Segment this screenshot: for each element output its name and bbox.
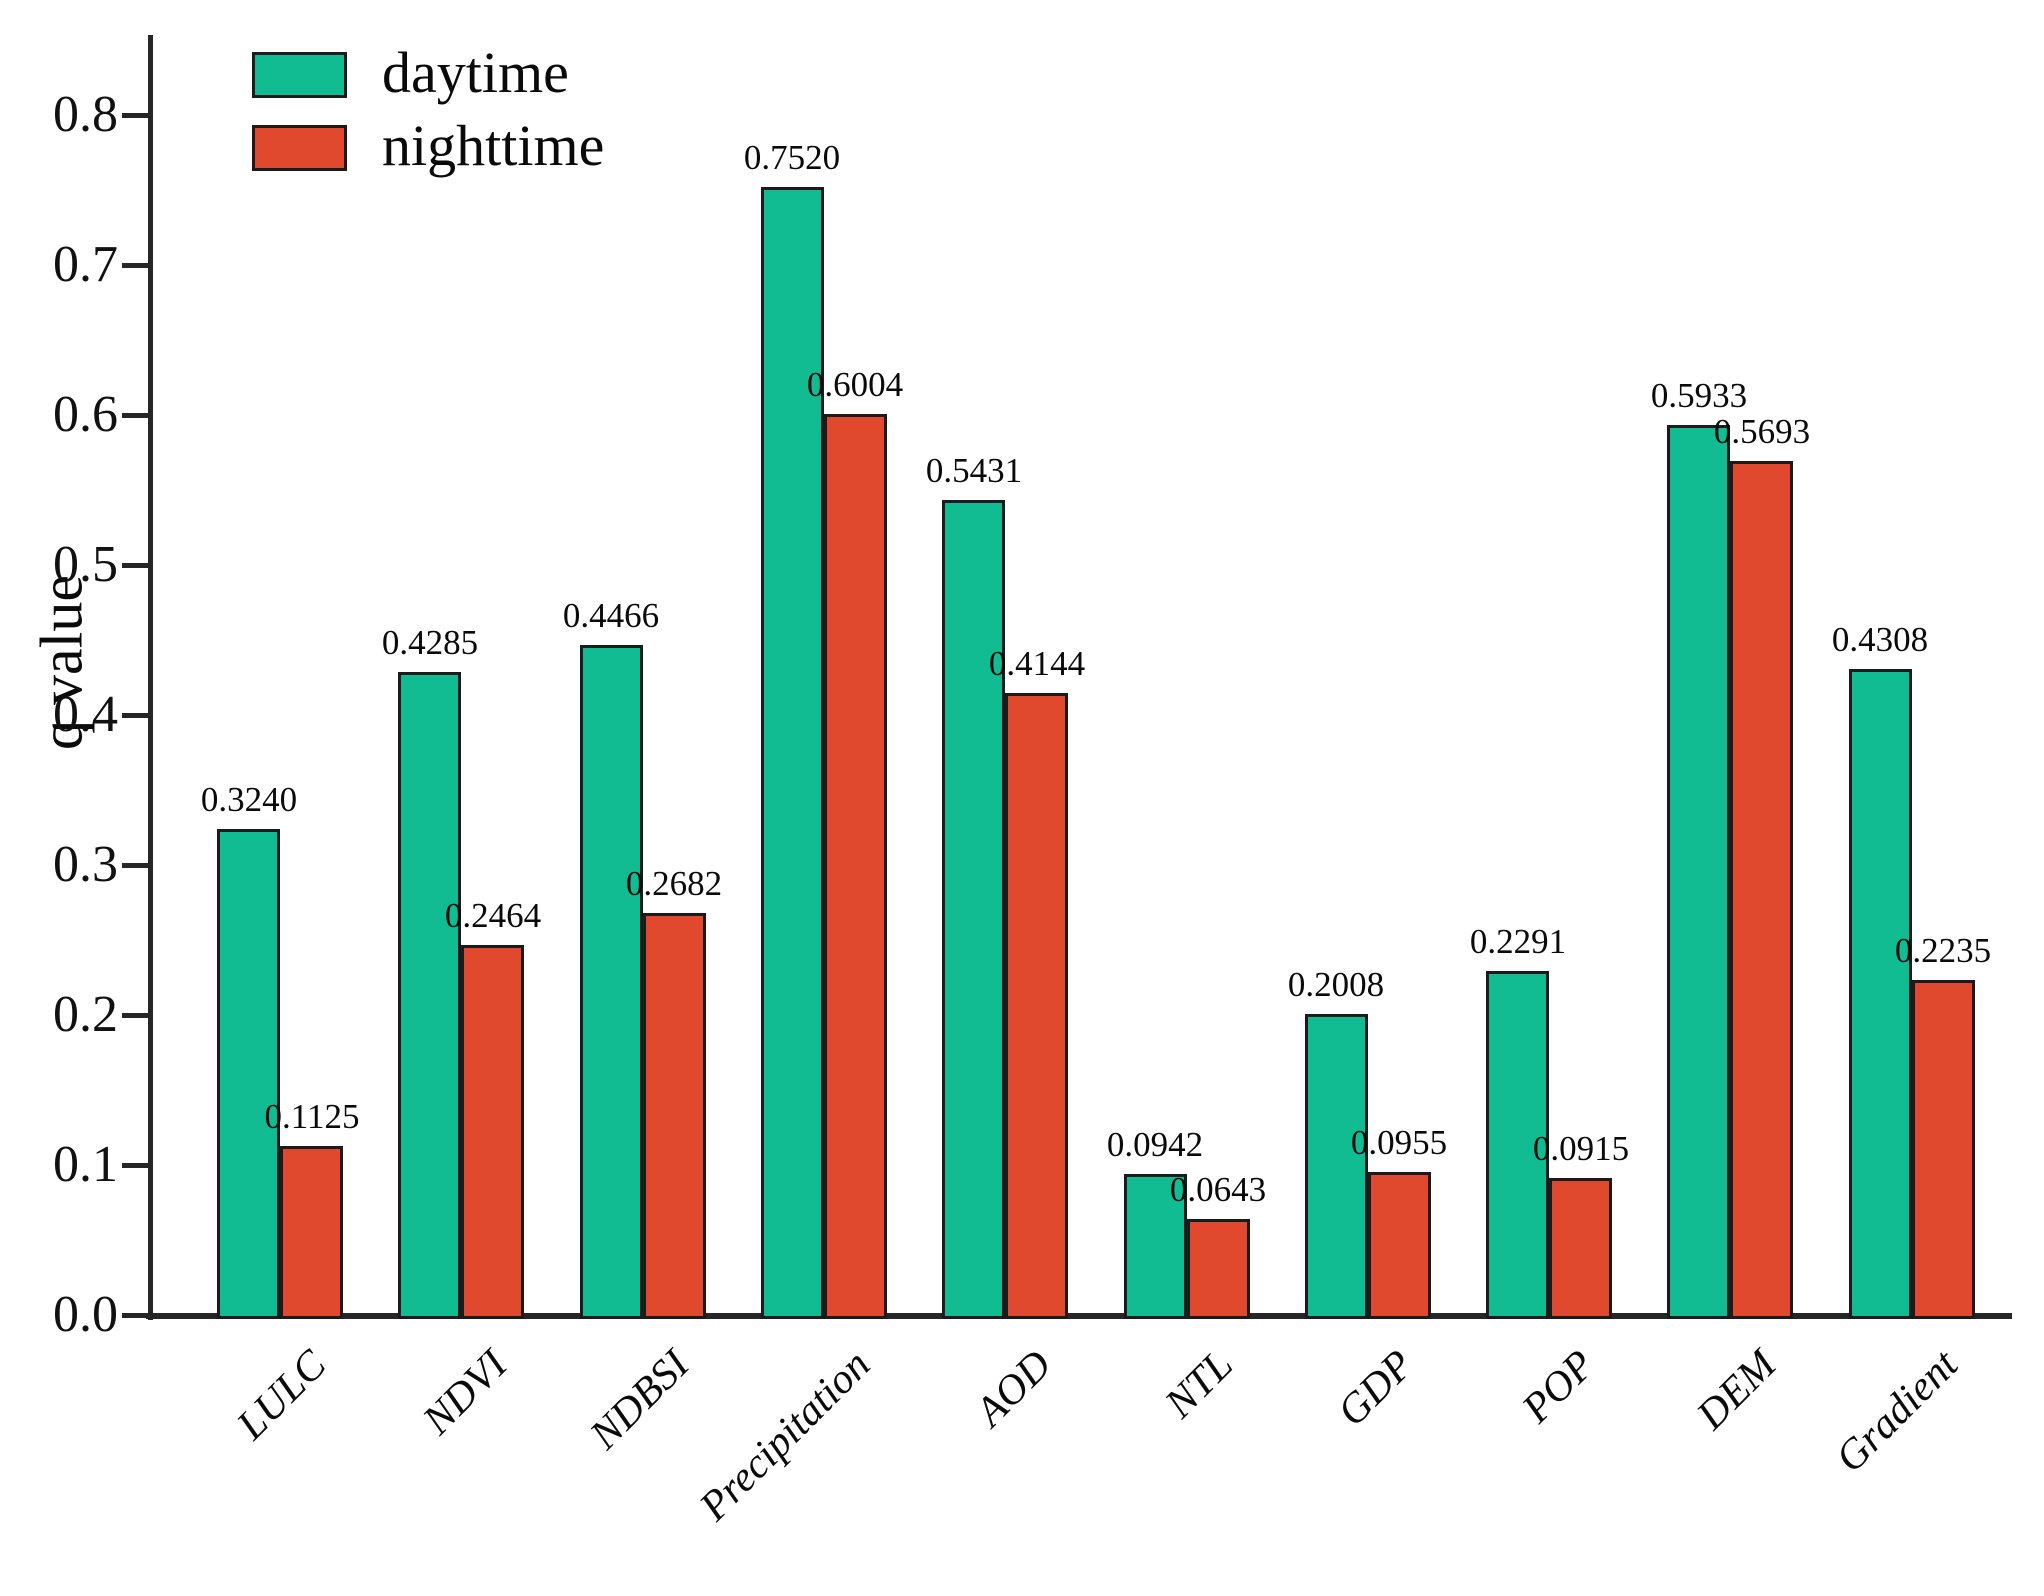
bar-value-label-nighttime-ntl: 0.0643 — [1169, 1170, 1267, 1209]
bar-daytime-ndvi — [398, 672, 461, 1319]
y-axis-tick — [122, 1313, 148, 1318]
x-axis-label-gdp: GDP — [1329, 1341, 1424, 1436]
bar-value-label-daytime-ndbsi: 0.4466 — [562, 596, 660, 635]
bar-value-label-daytime-precipitation: 0.7520 — [743, 138, 841, 177]
bar-nighttime-ndbsi — [643, 913, 706, 1319]
bar-value-label-daytime-dem: 0.5933 — [1650, 376, 1748, 415]
bar-nighttime-gradient — [1912, 980, 1975, 1319]
legend-label-nighttime: nighttime — [382, 113, 605, 178]
bar-value-label-nighttime-gradient: 0.2235 — [1894, 931, 1992, 970]
y-axis-tick — [122, 1163, 148, 1168]
y-axis-tick — [122, 713, 148, 718]
y-axis-tick — [122, 263, 148, 268]
legend-label-daytime: daytime — [382, 40, 569, 105]
x-axis-label-gradient: Gradient — [1827, 1341, 1967, 1482]
x-axis-label-ndbsi: NDBSI — [581, 1341, 698, 1459]
y-axis-tick-label: 0.3 — [53, 836, 118, 893]
bar-value-label-daytime-pop: 0.2291 — [1469, 922, 1567, 961]
legend-swatch-daytime — [252, 52, 347, 98]
bar-nighttime-lulc — [280, 1146, 343, 1319]
bar-value-label-nighttime-dem: 0.5693 — [1713, 412, 1811, 451]
bar-nighttime-ntl — [1187, 1219, 1250, 1319]
x-axis-label-lulc: LULC — [228, 1341, 336, 1449]
bar-value-label-nighttime-precipitation: 0.6004 — [806, 365, 904, 404]
bar-value-label-daytime-gradient: 0.4308 — [1831, 620, 1929, 659]
y-axis-tick — [122, 113, 148, 118]
bar-daytime-ndbsi — [580, 645, 643, 1319]
x-axis-line — [146, 1313, 2012, 1319]
bar-nighttime-precipitation — [824, 414, 887, 1319]
bar-value-label-nighttime-gdp: 0.0955 — [1350, 1123, 1448, 1162]
bar-nighttime-pop — [1549, 1178, 1612, 1319]
bar-daytime-aod — [942, 500, 1005, 1319]
bar-nighttime-dem — [1730, 461, 1793, 1319]
y-axis-line — [148, 35, 153, 1320]
bar-daytime-precipitation — [761, 187, 824, 1319]
y-axis-tick-label: 0.6 — [53, 386, 118, 443]
x-axis-label-dem: DEM — [1688, 1341, 1786, 1439]
bar-value-label-daytime-ndvi: 0.4285 — [381, 623, 479, 662]
y-axis-tick — [122, 563, 148, 568]
x-axis-label-aod: AOD — [966, 1341, 1061, 1436]
bar-value-label-nighttime-ndvi: 0.2464 — [444, 896, 542, 935]
y-axis-tick-label: 0.2 — [53, 986, 118, 1043]
bar-daytime-gdp — [1305, 1014, 1368, 1319]
bar-nighttime-ndvi — [461, 945, 524, 1319]
x-axis-label-pop: POP — [1514, 1341, 1605, 1432]
bar-value-label-nighttime-pop: 0.0915 — [1532, 1129, 1630, 1168]
bar-daytime-gradient — [1849, 669, 1912, 1319]
y-axis-tick-label: 0.5 — [53, 536, 118, 593]
x-axis-label-precipitation: Precipitation — [690, 1341, 880, 1530]
x-axis-label-ntl: NTL — [1156, 1341, 1242, 1428]
bar-daytime-ntl — [1124, 1174, 1187, 1319]
bar-value-label-daytime-aod: 0.5431 — [925, 451, 1023, 490]
y-axis-tick-label: 0.1 — [53, 1136, 118, 1193]
bar-daytime-lulc — [217, 829, 280, 1319]
x-axis-label-ndvi: NDVI — [414, 1341, 517, 1444]
bar-value-label-nighttime-lulc: 0.1125 — [264, 1097, 360, 1136]
y-axis-tick-label: 0.0 — [53, 1286, 118, 1343]
bar-value-label-nighttime-aod: 0.4144 — [988, 644, 1086, 683]
bar-value-label-daytime-ntl: 0.0942 — [1106, 1125, 1204, 1164]
legend-swatch-nighttime — [252, 125, 347, 171]
bar-nighttime-gdp — [1368, 1172, 1431, 1319]
y-axis-tick — [122, 413, 148, 418]
y-axis-tick-label: 0.8 — [53, 86, 118, 143]
bar-daytime-pop — [1486, 971, 1549, 1319]
bar-nighttime-aod — [1005, 693, 1068, 1319]
bar-value-label-daytime-lulc: 0.3240 — [200, 780, 298, 819]
bar-value-label-nighttime-ndbsi: 0.2682 — [625, 864, 723, 903]
y-axis-tick-label: 0.4 — [53, 686, 118, 743]
y-axis-tick — [122, 1013, 148, 1018]
y-axis-tick — [122, 863, 148, 868]
bar-value-label-daytime-gdp: 0.2008 — [1287, 965, 1385, 1004]
y-axis-tick-label: 0.7 — [53, 236, 118, 293]
bar-daytime-dem — [1667, 425, 1730, 1319]
